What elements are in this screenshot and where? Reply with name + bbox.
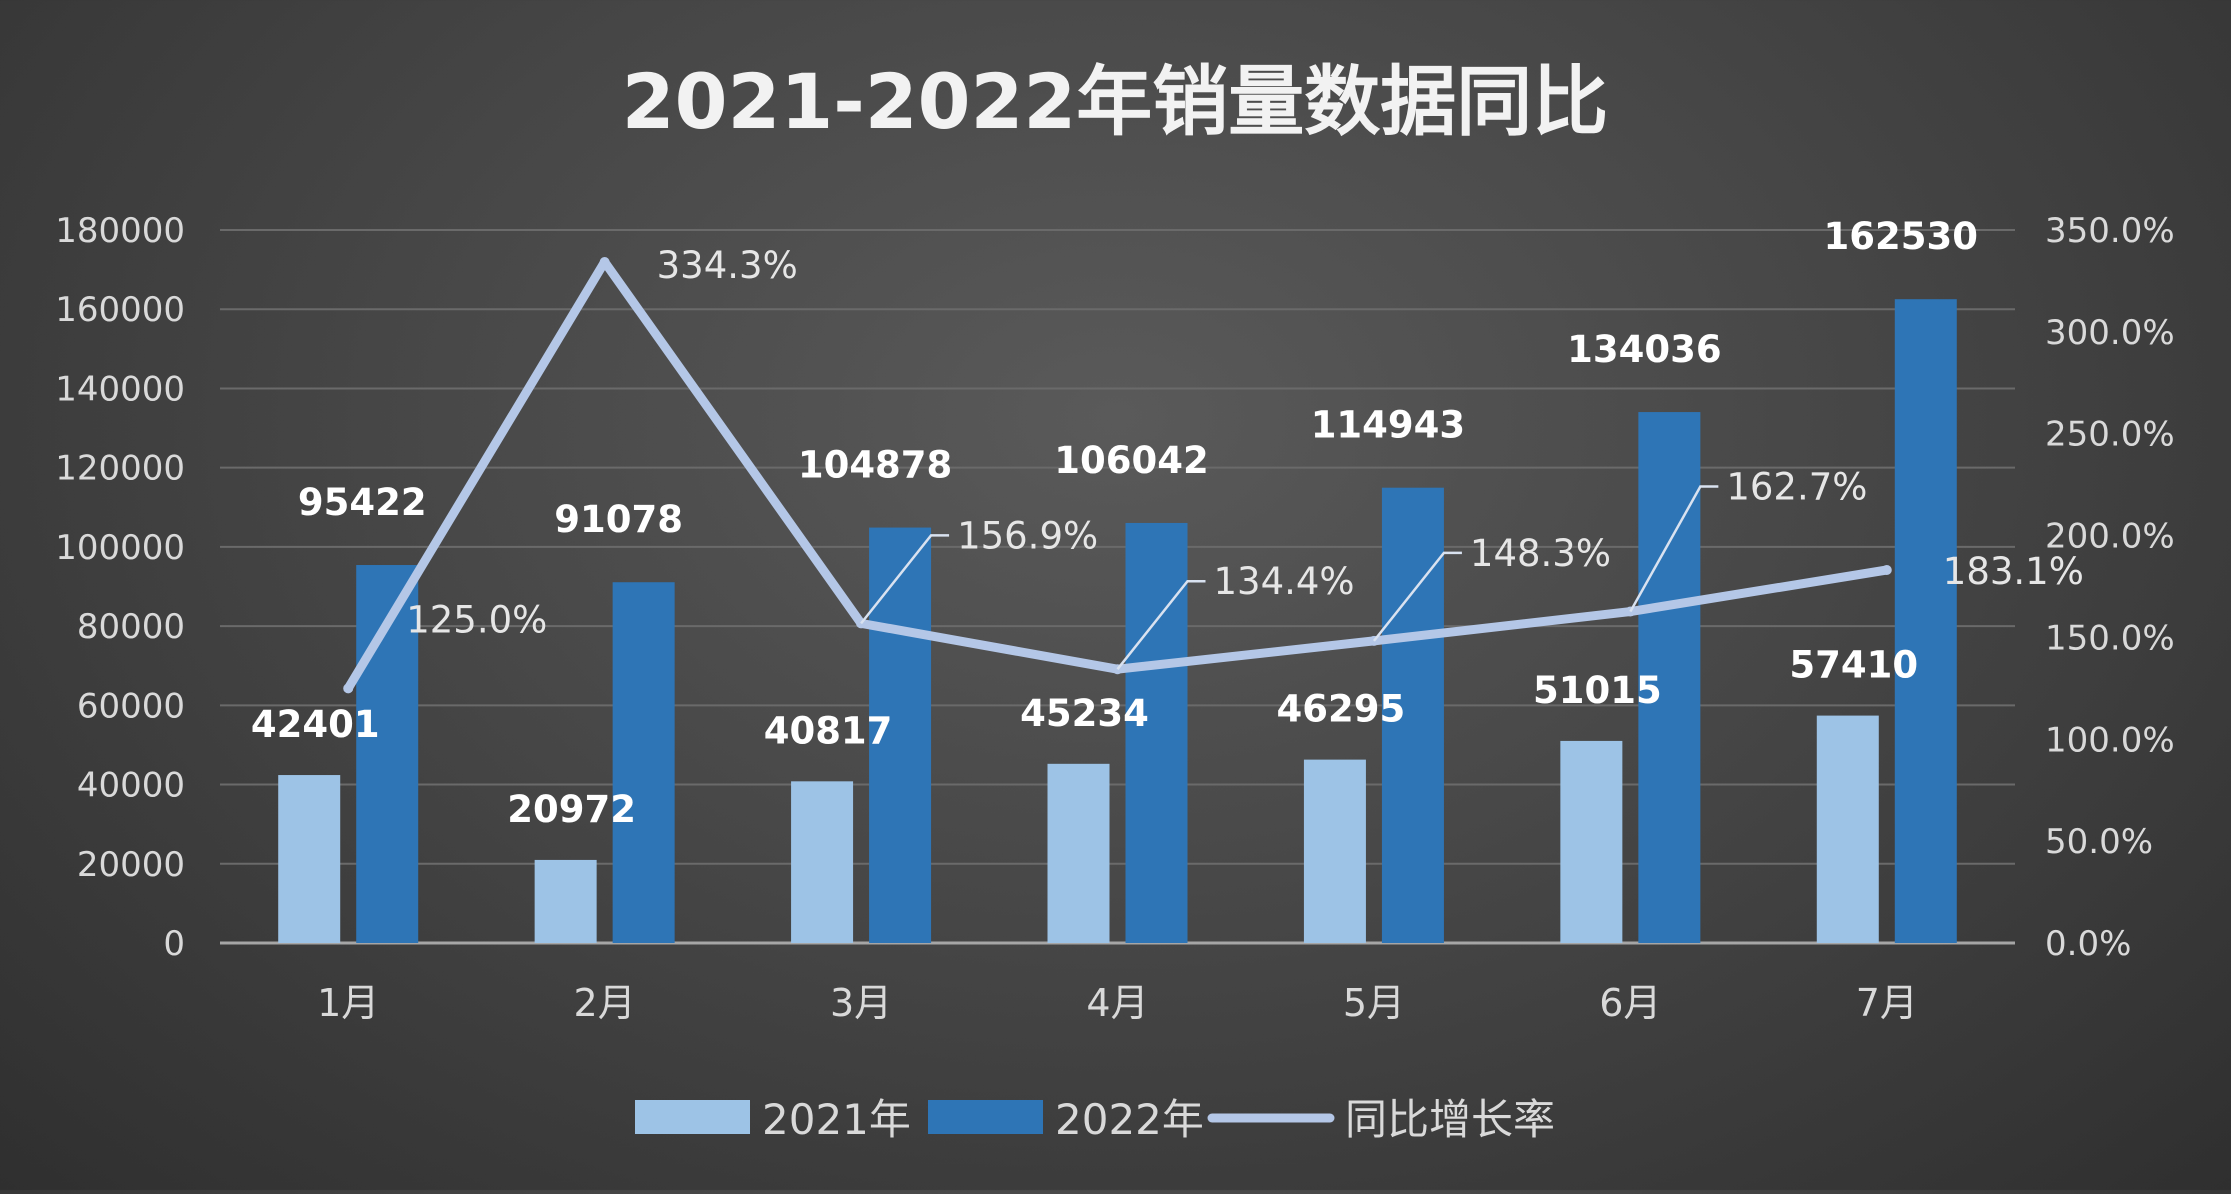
data-label-2022: 134036 [1567, 328, 1721, 371]
bar-2022 [1894, 299, 1957, 943]
data-label-growth: 334.3% [657, 244, 798, 287]
bar-2021 [1303, 759, 1366, 943]
data-label-2022: 162530 [1824, 215, 1978, 258]
data-label-growth: 162.7% [1726, 466, 1867, 509]
y-left-tick-label: 60000 [77, 686, 185, 726]
x-category-label: 6月 [1599, 981, 1661, 1025]
bar-2021 [1816, 715, 1879, 943]
chart-title: 2021-2022年销量数据同比 [622, 57, 1609, 146]
y-left-tick-label: 100000 [55, 528, 185, 568]
data-label-2022: 95422 [298, 481, 427, 524]
y-right-tick-label: 250.0% [2045, 415, 2175, 455]
data-label-2021: 57410 [1789, 644, 1918, 687]
x-category-label: 5月 [1343, 981, 1405, 1025]
y-right-tick-label: 0.0% [2045, 924, 2131, 964]
y-right-tick-label: 200.0% [2045, 517, 2175, 557]
data-label-2022: 114943 [1311, 404, 1465, 447]
growth-rate-point [599, 256, 610, 267]
data-label-2022: 91078 [554, 498, 683, 541]
bar-2022 [1638, 412, 1701, 944]
bar-2021 [1047, 763, 1110, 943]
data-label-2021: 42401 [251, 703, 380, 746]
y-right-tick-label: 100.0% [2045, 720, 2175, 760]
y-left-tick-label: 80000 [77, 607, 185, 647]
data-label-2021: 46295 [1277, 688, 1406, 731]
data-label-2022: 106042 [1054, 439, 1208, 482]
bar-2021 [278, 775, 341, 943]
y-right-tick-label: 300.0% [2045, 313, 2175, 353]
bar-2022 [612, 582, 675, 943]
x-category-label: 4月 [1086, 981, 1148, 1025]
y-left-tick-label: 140000 [55, 369, 185, 409]
legend: 2021年 2022年 同比增长率 [635, 1095, 1555, 1144]
leader-line [1116, 579, 1206, 670]
y-left-tick-label: 160000 [55, 290, 185, 330]
legend-label-2021: 2021年 [762, 1095, 911, 1144]
y-right-tick-label: 50.0% [2045, 822, 2153, 862]
growth-rate-point [343, 683, 354, 694]
y-left-tick-label: 0 [163, 924, 185, 964]
y-left-tick-label: 180000 [55, 211, 185, 251]
growth-rate-point [1881, 564, 1892, 575]
data-label-2021: 40817 [764, 709, 893, 752]
data-label-growth: 156.9% [957, 514, 1098, 557]
leader-line [860, 534, 950, 625]
legend-label-growth: 同比增长率 [1345, 1095, 1555, 1144]
legend-swatch-2022 [928, 1100, 1043, 1134]
bar-2022 [1381, 487, 1444, 943]
leader-line [1372, 551, 1462, 642]
bar-2021 [791, 781, 854, 943]
data-label-growth: 183.1% [1943, 550, 2084, 593]
legend-swatch-2021 [635, 1100, 750, 1134]
bar-2022 [869, 527, 932, 943]
data-label-growth: 148.3% [1470, 532, 1611, 575]
data-label-growth: 125.0% [406, 598, 547, 641]
y-right-tick-label: 150.0% [2045, 618, 2175, 658]
data-label-2021: 45234 [1020, 692, 1149, 735]
legend-label-2022: 2022年 [1055, 1095, 1204, 1144]
bar-2021 [1560, 740, 1623, 943]
data-label-2021: 20972 [507, 788, 636, 831]
x-category-label: 2月 [574, 981, 636, 1025]
data-label-2022: 104878 [798, 444, 952, 487]
y-right-tick-label: 350.0% [2045, 211, 2175, 251]
leader-line [1629, 485, 1719, 613]
y-left-tick-label: 120000 [55, 449, 185, 489]
x-category-label: 3月 [830, 981, 892, 1025]
data-label-growth: 134.4% [1214, 560, 1355, 603]
x-category-label: 7月 [1856, 981, 1918, 1025]
y-left-tick-label: 20000 [77, 845, 185, 885]
bar-2021 [534, 859, 597, 943]
x-category-label: 1月 [317, 981, 379, 1025]
y-left-tick-label: 40000 [77, 766, 185, 806]
data-label-2021: 51015 [1533, 669, 1662, 712]
